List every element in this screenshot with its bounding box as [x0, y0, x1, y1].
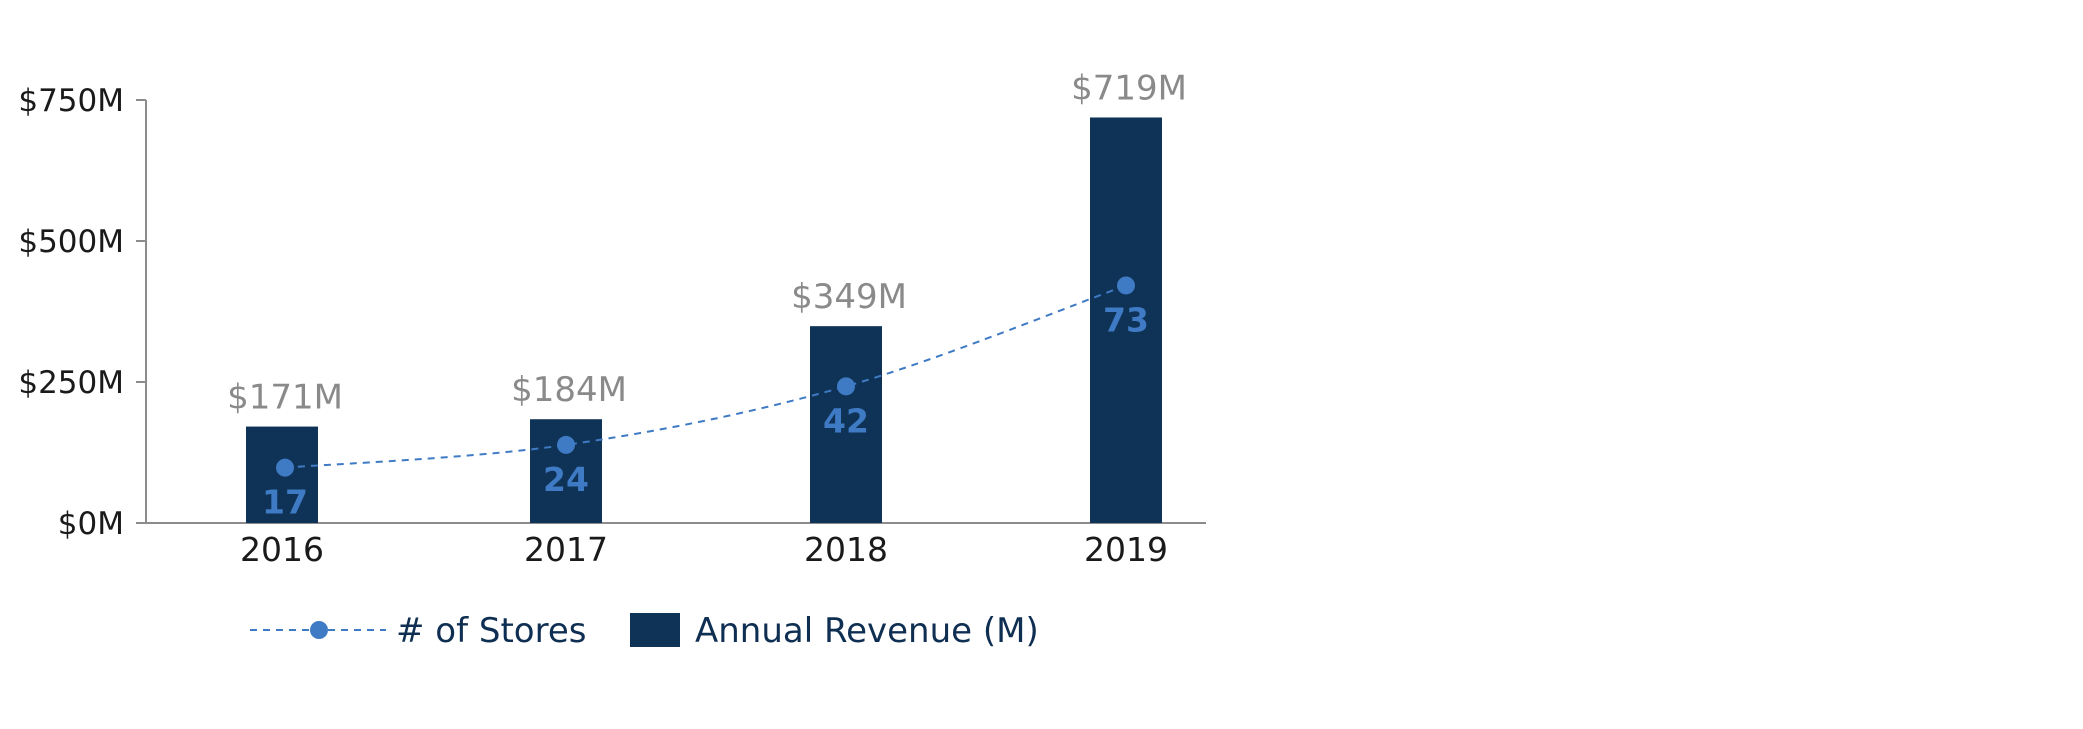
- revenue-value-label: $719M: [1071, 68, 1187, 108]
- stores-line-series: [276, 276, 1135, 477]
- stores-point: [557, 435, 575, 454]
- y-tick-label: $250M: [18, 365, 124, 401]
- bars: [246, 117, 1162, 523]
- stores-value-label: 17: [262, 483, 308, 522]
- legend: # of Stores Annual Revenue (M): [250, 611, 1039, 651]
- revenue-bar: [1090, 117, 1162, 523]
- stores-point: [1117, 276, 1135, 295]
- data-labels: $171M 2016 $184M 2017 $349M 2018 $719M 2019 17 24…: [227, 68, 1187, 569]
- revenue-value-label: $184M: [511, 370, 627, 410]
- y-tick-label: $750M: [18, 83, 124, 119]
- y-tick-label: $500M: [18, 224, 124, 260]
- stores-value-label: 24: [543, 460, 589, 499]
- revenue-value-label: $349M: [791, 277, 907, 317]
- stores-point: [837, 377, 855, 396]
- stores-value-label: 73: [1103, 300, 1149, 339]
- revenue-value-label: $171M: [227, 378, 343, 418]
- axes: $0M $250M $500M $750M: [18, 83, 1206, 542]
- stores-line: [284, 284, 1127, 469]
- x-tick-label: 2018: [804, 530, 888, 569]
- revenue-bar: [810, 326, 882, 523]
- legend-point-symbol: [310, 621, 328, 639]
- x-tick-label: 2017: [524, 530, 608, 569]
- legend-bar-symbol: [630, 613, 680, 647]
- x-tick-label: 2016: [240, 530, 324, 569]
- legend-label-stores: # of Stores: [396, 611, 586, 651]
- y-tick-label: $0M: [58, 506, 124, 542]
- x-tick-label: 2019: [1084, 530, 1168, 569]
- stores-point: [276, 458, 294, 477]
- stores-value-label: 42: [823, 401, 869, 440]
- legend-label-revenue: Annual Revenue (M): [695, 611, 1039, 651]
